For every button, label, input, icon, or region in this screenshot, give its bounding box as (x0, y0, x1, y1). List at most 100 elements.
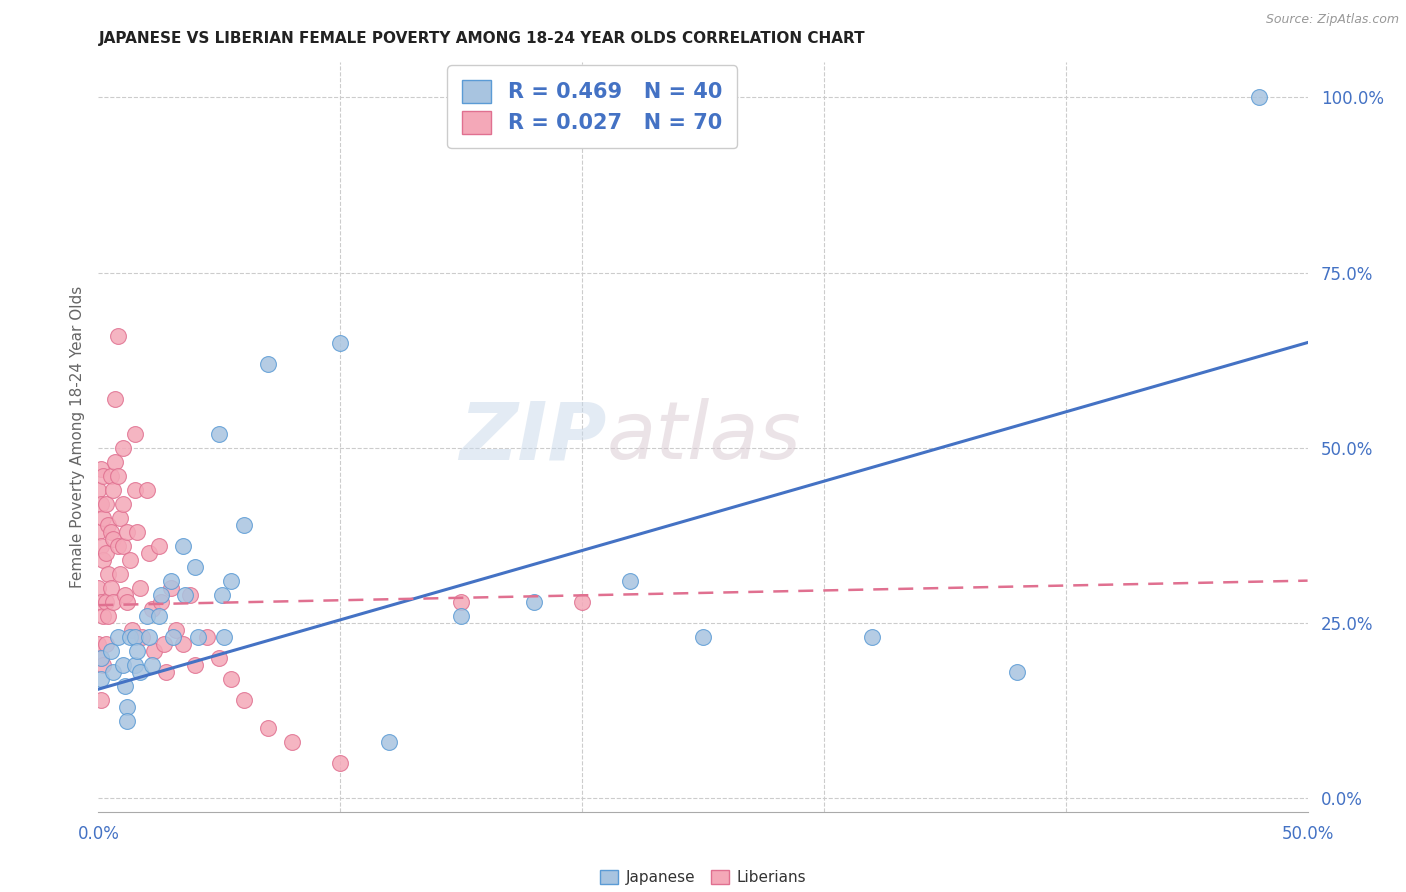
Point (100, 643, 122, 657)
Text: JAPANESE VS LIBERIAN FEMALE POVERTY AMONG 18-24 YEAR OLDS CORRELATION CHART: JAPANESE VS LIBERIAN FEMALE POVERTY AMON… (98, 31, 865, 46)
Point (221, 672, 243, 686)
Point (131, 630, 153, 644)
Point (377, 734, 399, 748)
Point (87, 524, 110, 539)
Legend: Japanese, Liberians: Japanese, Liberians (593, 864, 813, 892)
Point (118, 630, 141, 644)
Point (172, 539, 194, 553)
Point (152, 637, 174, 651)
Text: atlas: atlas (606, 398, 801, 476)
Point (172, 637, 194, 651)
Point (101, 532, 124, 546)
Point (208, 426, 231, 441)
Point (281, 734, 304, 748)
Point (127, 524, 149, 539)
Point (329, 756, 352, 770)
Point (860, 630, 883, 644)
Point (124, 657, 146, 672)
Point (619, 574, 641, 588)
Point (165, 623, 187, 637)
Point (104, 454, 127, 468)
Point (150, 594, 173, 608)
Point (107, 468, 129, 483)
Point (160, 581, 183, 595)
Point (155, 665, 177, 679)
Point (97, 517, 120, 532)
Point (111, 497, 134, 511)
Point (174, 588, 197, 602)
Point (111, 539, 134, 553)
Point (571, 594, 593, 608)
Point (523, 594, 546, 608)
Text: Source: ZipAtlas.com: Source: ZipAtlas.com (1265, 13, 1399, 27)
Point (212, 630, 235, 644)
Point (329, 335, 352, 350)
Point (450, 608, 472, 623)
Point (117, 524, 139, 539)
Point (91, 552, 114, 566)
Point (94, 637, 117, 651)
Point (127, 643, 149, 657)
Point (150, 588, 173, 602)
Point (162, 630, 184, 644)
Point (117, 699, 139, 714)
Point (187, 630, 209, 644)
Point (138, 630, 160, 644)
Point (211, 588, 233, 602)
Point (141, 601, 163, 615)
Point (143, 643, 166, 657)
Point (184, 559, 207, 574)
Point (107, 328, 129, 343)
Point (91, 468, 114, 483)
Point (107, 539, 129, 553)
Point (179, 588, 201, 602)
Point (101, 594, 124, 608)
Point (208, 650, 231, 665)
Point (91, 608, 114, 623)
Point (1007, 665, 1029, 679)
Point (256, 721, 278, 735)
Point (114, 588, 136, 602)
Point (90, 692, 112, 706)
Point (221, 574, 243, 588)
Point (87, 637, 110, 651)
Y-axis label: Female Poverty Among 18-24 Year Olds: Female Poverty Among 18-24 Year Olds (69, 286, 84, 588)
Point (94, 594, 117, 608)
Point (148, 539, 170, 553)
Point (90, 497, 112, 511)
Point (128, 581, 150, 595)
Point (138, 546, 160, 560)
Text: ZIP: ZIP (458, 398, 606, 476)
Point (117, 594, 139, 608)
Point (1249, 90, 1271, 104)
Point (121, 623, 143, 637)
Point (124, 483, 146, 497)
Point (94, 546, 117, 560)
Point (135, 608, 157, 623)
Point (124, 426, 146, 441)
Point (232, 517, 254, 532)
Point (104, 392, 127, 406)
Point (232, 692, 254, 706)
Point (141, 657, 163, 672)
Point (100, 524, 122, 539)
Point (91, 510, 114, 524)
Point (90, 650, 112, 665)
Point (100, 581, 122, 595)
Point (94, 497, 117, 511)
Point (90, 650, 112, 665)
Point (107, 630, 129, 644)
Point (111, 441, 134, 455)
Point (101, 665, 124, 679)
Point (195, 630, 218, 644)
Point (111, 657, 134, 672)
Point (90, 539, 112, 553)
Point (108, 566, 131, 581)
Point (692, 630, 714, 644)
Point (91, 657, 114, 672)
Point (128, 665, 150, 679)
Point (108, 510, 131, 524)
Point (97, 566, 120, 581)
Point (256, 357, 278, 371)
Point (450, 594, 472, 608)
